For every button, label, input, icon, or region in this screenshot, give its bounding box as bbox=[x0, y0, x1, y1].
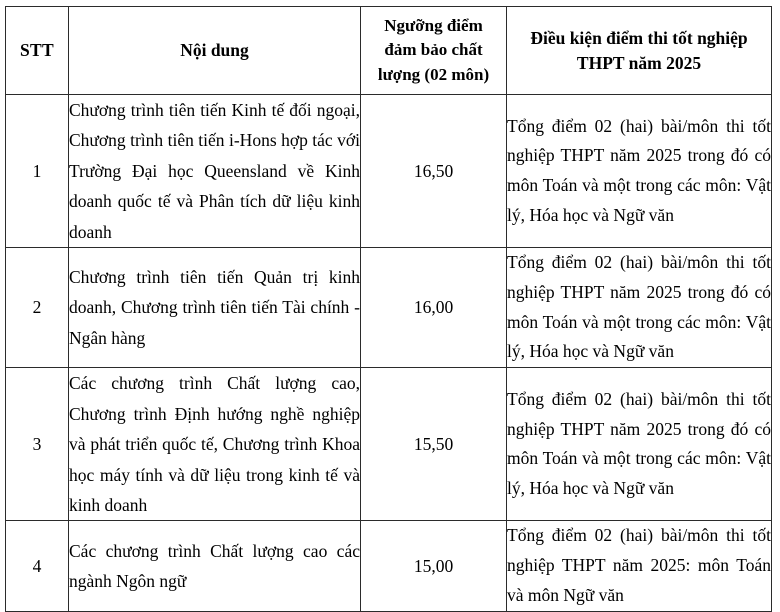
column-header-noi-dung: Nội dung bbox=[68, 6, 361, 95]
table-header: STT Nội dung Ngưỡng điểm đảm bảo chất lư… bbox=[5, 6, 772, 95]
admission-table-container: STT Nội dung Ngưỡng điểm đảm bảo chất lư… bbox=[5, 6, 772, 612]
column-header-nguong-diem: Ngưỡng điểm đảm bảo chất lượng (02 môn) bbox=[360, 6, 507, 95]
cell-stt: 1 bbox=[5, 93, 69, 249]
cell-nguong-diem: 16,50 bbox=[360, 93, 507, 249]
column-header-dieu-kien-line2: THPT năm 2025 bbox=[576, 52, 702, 73]
cell-dieu-kien: Tổng điểm 02 (hai) bài/môn thi tốt nghiệ… bbox=[506, 520, 772, 612]
cell-noi-dung: Các chương trình Chất lượng cao các ngàn… bbox=[68, 520, 361, 612]
cell-nguong-diem: 16,00 bbox=[360, 247, 507, 369]
cell-stt: 2 bbox=[5, 247, 69, 369]
admission-threshold-table: STT Nội dung Ngưỡng điểm đảm bảo chất lư… bbox=[5, 6, 772, 612]
cell-noi-dung: Chương trình tiên tiến Quản trị kinh doa… bbox=[68, 247, 361, 369]
column-header-nguong-diem-line2: đảm bảo chất bbox=[384, 40, 483, 60]
cell-nguong-diem: 15,00 bbox=[360, 520, 507, 612]
cell-stt: 4 bbox=[5, 520, 69, 612]
document-page: STT Nội dung Ngưỡng điểm đảm bảo chất lư… bbox=[5, 6, 772, 612]
table-header-row: STT Nội dung Ngưỡng điểm đảm bảo chất lư… bbox=[5, 6, 772, 95]
cell-noi-dung: Chương trình tiên tiến Kinh tế đối ngoại… bbox=[68, 93, 361, 249]
column-header-nguong-diem-line1: Ngưỡng điểm bbox=[384, 16, 483, 36]
table-row: 1 Chương trình tiên tiến Kinh tế đối ngo… bbox=[5, 93, 772, 249]
table-row: 2 Chương trình tiên tiến Quản trị kinh d… bbox=[5, 247, 772, 369]
table-body: 1 Chương trình tiên tiến Kinh tế đối ngo… bbox=[5, 93, 772, 612]
column-header-dieu-kien-line1: Điều kiện điểm thi tốt nghiệp bbox=[530, 27, 748, 48]
cell-dieu-kien: Tổng điểm 02 (hai) bài/môn thi tốt nghiệ… bbox=[506, 247, 772, 369]
cell-nguong-diem: 15,50 bbox=[360, 367, 507, 522]
column-header-stt: STT bbox=[5, 6, 69, 95]
column-header-nguong-diem-line3: lượng (02 môn) bbox=[377, 64, 490, 84]
cell-stt: 3 bbox=[5, 367, 69, 522]
table-row: 4 Các chương trình Chất lượng cao các ng… bbox=[5, 520, 772, 612]
table-row: 3 Các chương trình Chất lượng cao, Chươn… bbox=[5, 367, 772, 522]
cell-dieu-kien: Tổng điểm 02 (hai) bài/môn thi tốt nghiệ… bbox=[506, 367, 772, 522]
cell-noi-dung: Các chương trình Chất lượng cao, Chương … bbox=[68, 367, 361, 522]
cell-dieu-kien: Tổng điểm 02 (hai) bài/môn thi tốt nghiệ… bbox=[506, 93, 772, 249]
column-header-dieu-kien: Điều kiện điểm thi tốt nghiệp THPT năm 2… bbox=[506, 6, 772, 95]
